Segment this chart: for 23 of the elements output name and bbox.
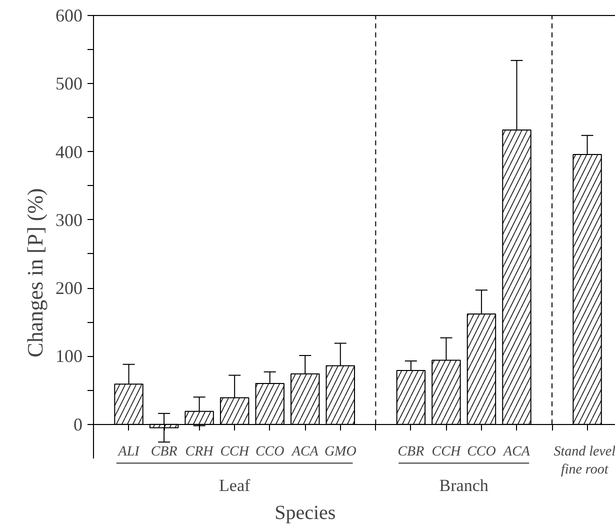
y-tick-label: 600 [56, 6, 82, 26]
x-tick-label: CBR [398, 444, 425, 460]
y-tick-label: 0 [74, 414, 82, 434]
x-tick-label: ACA [502, 444, 530, 460]
x-tick-label: Stand level fine root [554, 444, 615, 478]
x-tick-label: CCH [220, 444, 250, 460]
x-tick-label: ACA [290, 444, 319, 460]
x-tick-label: ALI [117, 444, 141, 460]
text: Branch [439, 476, 489, 496]
x-tick-label: CBR [150, 444, 178, 460]
x-tick-label: GMO [324, 444, 356, 460]
x-tick-label: CCO [467, 444, 496, 460]
x-tick-label: CCO [255, 444, 284, 460]
y-tick-label: 500 [56, 74, 82, 94]
y-tick-label: 400 [56, 142, 82, 162]
y-tick-label: 100 [56, 346, 82, 366]
y-tick-label: 200 [56, 278, 82, 298]
text: Leaf [219, 476, 250, 496]
y-tick-label: 300 [56, 210, 82, 230]
x-tick-label: CCH [432, 444, 462, 460]
x-axis-title: Species [274, 502, 336, 524]
y-axis-title: Changes in [P] (%) [22, 188, 48, 358]
x-tick-label: CRH [185, 444, 214, 460]
